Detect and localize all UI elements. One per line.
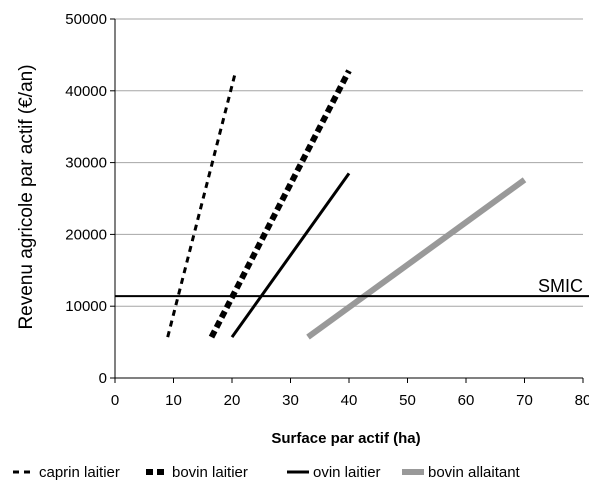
legend-label: ovin laitier <box>313 464 381 481</box>
y-tick-label: 40000 <box>65 83 107 100</box>
y-tick-label: 0 <box>99 370 107 387</box>
y-tick-label: 30000 <box>65 155 107 172</box>
y-axis-label: Revenu agricole par actif (€/an) <box>16 64 37 329</box>
x-tick-label: 80 <box>575 392 589 409</box>
x-tick-labels: 0 10 20 30 40 50 60 70 80 <box>111 392 589 409</box>
series-lines <box>166 69 527 340</box>
x-tick-label: 70 <box>516 392 533 409</box>
smic-label: SMIC <box>538 276 583 296</box>
y-tick-label: 20000 <box>65 226 107 243</box>
x-tick-label: 60 <box>458 392 475 409</box>
y-tick-label: 10000 <box>65 298 107 315</box>
legend-label: bovin allaitant <box>428 464 521 481</box>
axes <box>110 18 584 383</box>
x-tick-label: 40 <box>341 392 358 409</box>
y-tick-labels: 0 10000 20000 30000 40000 50000 <box>65 11 107 387</box>
series-line-bovin-laitier <box>208 69 352 339</box>
reference-lines: SMIC <box>115 276 589 298</box>
series-line-caprin-laitier <box>166 73 237 338</box>
x-tick-label: 50 <box>399 392 416 409</box>
x-tick-label: 30 <box>282 392 299 409</box>
y-tick-label: 50000 <box>65 11 107 28</box>
x-tick-label: 0 <box>111 392 119 409</box>
series-line-ovin-laitier <box>230 172 351 338</box>
x-axis-label: Surface par actif (ha) <box>271 430 420 447</box>
grid-lines <box>115 18 583 307</box>
x-tick-label: 10 <box>165 392 182 409</box>
legend: caprin laitier bovin laitier ovin laitier b… <box>13 464 521 481</box>
series-line-bovin-allaitant <box>306 177 527 340</box>
legend-label: caprin laitier <box>39 464 120 481</box>
x-tick-label: 20 <box>224 392 241 409</box>
legend-label: bovin laitier <box>172 464 248 481</box>
